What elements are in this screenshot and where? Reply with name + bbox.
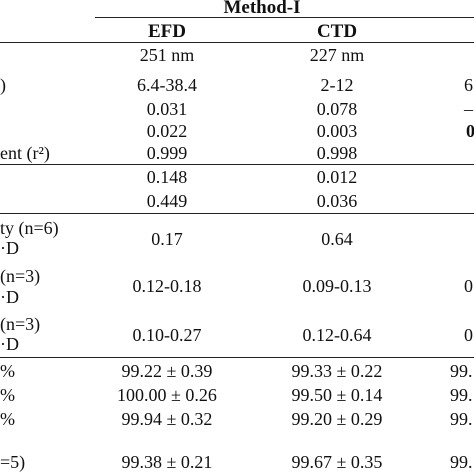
column-header-efd: EFD xyxy=(148,21,186,42)
method-title: Method-I xyxy=(223,0,301,18)
cell-efd-wavelength: 251 nm xyxy=(139,45,195,65)
row-label-repeatability: ty (n=6) xyxy=(0,218,59,238)
row-label-interday-sub: ·D xyxy=(0,334,19,354)
column-header-ctd: CTD xyxy=(316,21,358,42)
cell-col3-intraday: 0 xyxy=(464,276,473,296)
cell-efd-repeatability: 0.17 xyxy=(151,229,183,249)
row-label-recovery-3: % xyxy=(0,409,15,429)
cell-efd-intraday: 0.12-0.18 xyxy=(132,276,202,296)
cell-efd-recovery-1: 99.22 ± 0.39 xyxy=(121,361,213,381)
cell-col3-mean-recovery: 99. xyxy=(450,452,473,472)
cell-ctd-wavelength: 227 nm xyxy=(309,45,365,65)
cell-ctd-repeatability: 0.64 xyxy=(321,229,353,249)
row-label-recovery-2: % xyxy=(0,385,15,405)
row-label-range: ) xyxy=(0,75,6,95)
cell-col3-slope: – xyxy=(464,99,473,119)
row-label-intraday: (n=3) xyxy=(0,266,41,286)
cell-ctd-intraday: 0.09-0.13 xyxy=(302,276,372,296)
row-label-mean-recovery: =5) xyxy=(0,452,26,472)
row-label-interday: (n=3) xyxy=(0,314,41,334)
cell-col3-range: 6 xyxy=(464,75,473,95)
cell-efd-slope: 0.031 xyxy=(146,99,188,119)
row-label-repeatability-sub: ·D xyxy=(0,238,19,258)
cell-col3-recovery-2: 99. xyxy=(450,385,473,405)
cell-efd-loq: 0.449 xyxy=(146,191,188,211)
cell-col3-interday: 0 xyxy=(464,325,473,345)
cell-col3-recovery-3: 99. xyxy=(450,409,473,429)
cell-efd-correlation: 0.999 xyxy=(146,143,188,163)
row-label-intraday-sub: ·D xyxy=(0,287,19,307)
cell-efd-range: 6.4-38.4 xyxy=(137,75,197,95)
cell-efd-recovery-3: 99.94 ± 0.32 xyxy=(121,409,213,429)
cell-col3-recovery-1: 99. xyxy=(450,361,473,381)
cell-ctd-lod: 0.012 xyxy=(316,167,358,187)
cell-efd-interday: 0.10-0.27 xyxy=(132,325,202,345)
row-label-recovery-1: % xyxy=(0,361,15,381)
cell-efd-intercept: 0.022 xyxy=(146,121,188,141)
header-rule xyxy=(0,42,474,43)
cell-ctd-loq: 0.036 xyxy=(316,191,358,211)
cell-ctd-range: 2-12 xyxy=(320,75,354,95)
rule-after-interday xyxy=(0,357,474,358)
cell-ctd-recovery-1: 99.33 ± 0.22 xyxy=(291,361,383,381)
method-underline xyxy=(95,17,474,18)
cell-efd-recovery-2: 100.00 ± 0.26 xyxy=(117,385,217,405)
cell-ctd-intercept: 0.003 xyxy=(316,121,358,141)
cell-ctd-mean-recovery: 99.67 ± 0.35 xyxy=(291,452,383,472)
row-label-correlation: ent (r²) xyxy=(0,143,50,163)
cell-ctd-recovery-3: 99.20 ± 0.29 xyxy=(291,409,383,429)
cell-efd-mean-recovery: 99.38 ± 0.21 xyxy=(121,452,213,472)
cell-ctd-correlation: 0.998 xyxy=(316,143,358,163)
cell-ctd-recovery-2: 99.50 ± 0.14 xyxy=(291,385,383,405)
cell-ctd-slope: 0.078 xyxy=(316,99,358,119)
rule-after-loq xyxy=(0,213,474,214)
cell-efd-lod: 0.148 xyxy=(146,167,188,187)
cell-ctd-interday: 0.12-0.64 xyxy=(302,325,372,345)
rule-after-correlation xyxy=(0,164,474,165)
cell-col3-intercept: 0 xyxy=(466,121,474,141)
